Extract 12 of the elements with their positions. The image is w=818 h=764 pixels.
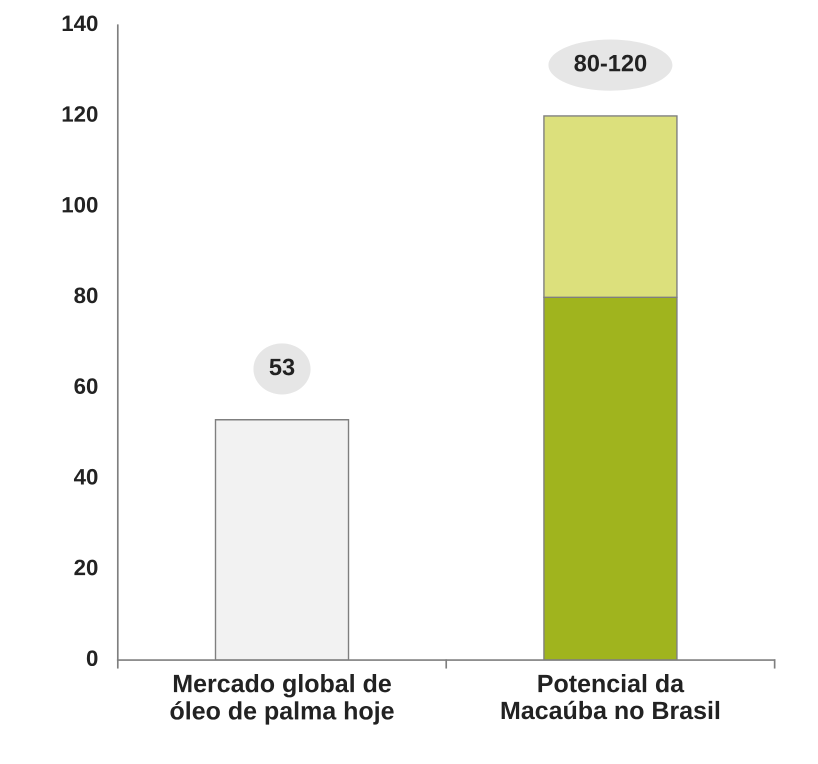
annotation: 80-120 bbox=[574, 54, 646, 72]
y-tick-label: 0 bbox=[86, 650, 98, 666]
y-tick-label: 60 bbox=[74, 378, 98, 394]
x-tick-label: Mercado global de óleo de palma hoje bbox=[170, 674, 394, 725]
x-tick-label: Potencial da Macaúba no Brasil bbox=[502, 674, 720, 720]
y-tick-label: 140 bbox=[62, 15, 98, 32]
y-tick-label: 40 bbox=[74, 468, 98, 485]
y-tick-label: 20 bbox=[74, 560, 98, 576]
y-tick-label: 120 bbox=[62, 106, 98, 122]
annotation: 53 bbox=[270, 358, 294, 376]
y-tick-label: 100 bbox=[62, 196, 98, 213]
y-tick-label: 80 bbox=[74, 288, 98, 304]
